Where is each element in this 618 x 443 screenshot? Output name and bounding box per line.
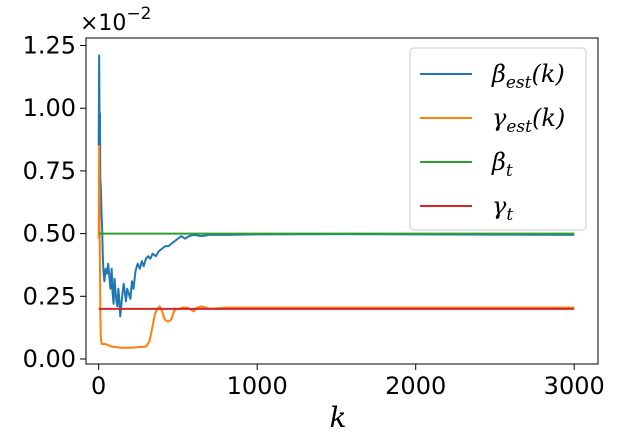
legend-label: βest(k)	[491, 60, 565, 93]
x-axis: 0 1000 2000 3000	[91, 364, 605, 400]
legend-label: γt	[492, 192, 513, 225]
x-tick-label: 1000	[227, 372, 288, 400]
y-tick-label: 0.00	[23, 345, 76, 373]
y-tick-label: 0.50	[23, 220, 76, 248]
y-offset-base: ×10	[80, 11, 126, 36]
legend-label: βt	[491, 148, 513, 181]
x-tick-label: 3000	[544, 372, 605, 400]
series-line-0	[97, 54, 575, 318]
legend-box	[409, 47, 587, 231]
plot-frame	[85, 37, 599, 365]
y-offset-label: ×10−2	[80, 4, 152, 36]
x-tick-label: 2000	[385, 372, 446, 400]
y-tick-label: 0.75	[23, 157, 76, 185]
legend: βest(k) γest(k) βt γt	[409, 47, 587, 231]
legend-label: γest(k)	[492, 104, 565, 137]
y-axis: 0.00 0.25 0.50 0.75 1.00 1.25	[23, 32, 86, 373]
y-tick-label: 1.25	[23, 32, 76, 60]
x-tick-label: 0	[91, 372, 106, 400]
y-tick-label: 1.00	[23, 94, 76, 122]
y-offset-exponent: −2	[126, 4, 151, 24]
y-tick-label: 0.25	[23, 282, 76, 310]
x-axis-label: k	[330, 401, 347, 434]
series-layer	[97, 54, 575, 349]
